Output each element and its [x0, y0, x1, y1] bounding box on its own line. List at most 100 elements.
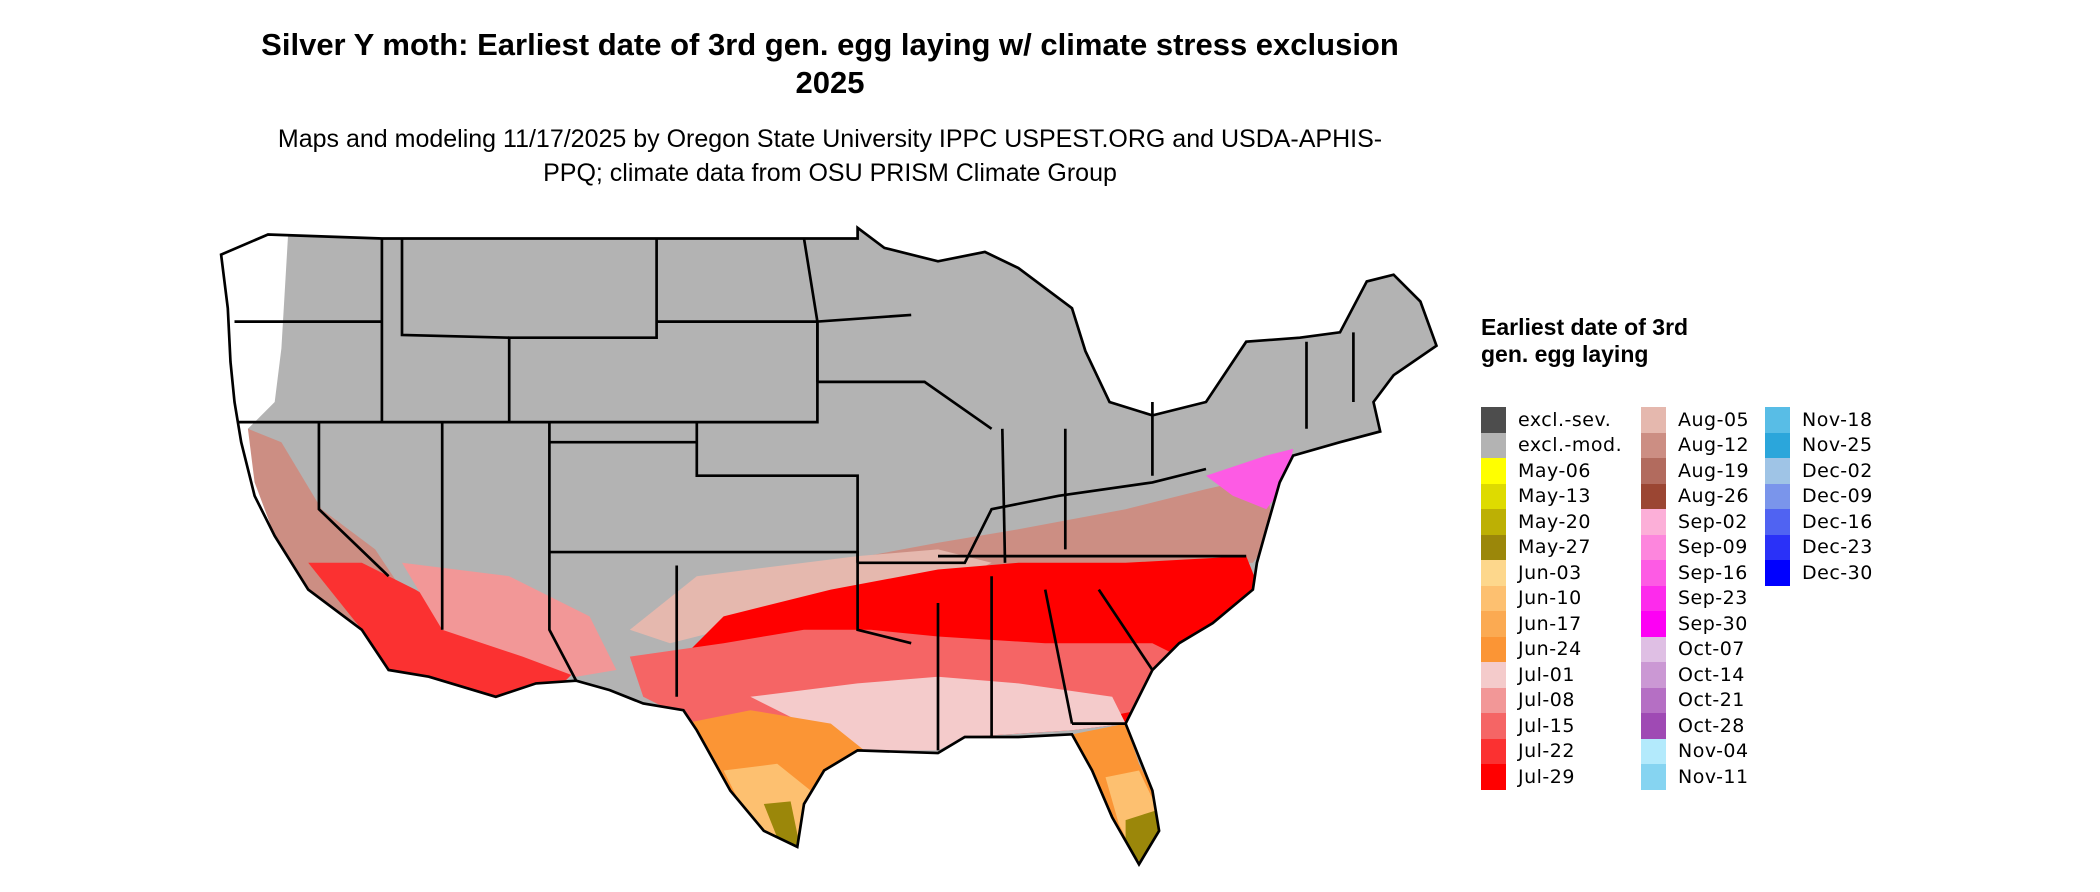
legend-label: Jun-03 [1518, 561, 1582, 584]
region-may-fl [1125, 810, 1160, 865]
legend-swatch [1481, 534, 1506, 560]
legend-label: Dec-09 [1802, 485, 1873, 508]
legend-item: Dec-30 [1765, 560, 1873, 586]
legend-item: Sep-23 [1641, 585, 1748, 611]
legend-label: May-20 [1518, 510, 1591, 533]
legend-label: Dec-23 [1802, 536, 1873, 559]
legend-swatch [1481, 764, 1506, 790]
legend-label: Jul-08 [1518, 689, 1575, 712]
legend-label: Jun-24 [1518, 638, 1582, 661]
legend-label: Jul-15 [1518, 714, 1575, 737]
legend-swatch [1641, 432, 1666, 458]
legend-swatch [1481, 407, 1506, 433]
legend-item: May-27 [1481, 534, 1591, 560]
legend-swatch [1765, 483, 1790, 509]
legend-item: May-06 [1481, 458, 1591, 484]
legend-item: Jul-15 [1481, 713, 1575, 739]
legend-swatch [1641, 560, 1666, 586]
legend-label: Aug-05 [1678, 408, 1750, 431]
legend-item: Aug-05 [1641, 407, 1749, 433]
legend-label: Oct-07 [1678, 638, 1745, 661]
map-subtitle: Maps and modeling 11/17/2025 by Oregon S… [277, 125, 1383, 187]
legend-item: Jul-29 [1481, 764, 1575, 790]
legend-swatch [1641, 738, 1666, 764]
region-pink-west [402, 562, 617, 677]
legend-swatch [1481, 636, 1506, 662]
legend-item: Jun-24 [1481, 636, 1582, 662]
legend-label: Jul-22 [1518, 740, 1575, 763]
legend-label: Jun-17 [1518, 612, 1582, 635]
legend-item: Nov-04 [1641, 738, 1749, 764]
legend-item: Nov-18 [1765, 407, 1873, 433]
legend-label: excl.-mod. [1518, 434, 1623, 457]
legend-swatch [1481, 687, 1506, 713]
legend-label: Nov-18 [1802, 408, 1873, 431]
legend-swatch [1641, 636, 1666, 662]
legend-label: Nov-25 [1802, 434, 1873, 457]
legend-item: excl.-sev. [1481, 407, 1611, 433]
legend-item: Jul-22 [1481, 738, 1575, 764]
legend-swatch [1765, 560, 1790, 586]
legend-item: Sep-30 [1641, 611, 1748, 637]
legend-swatch [1481, 611, 1506, 637]
legend-item: Sep-02 [1641, 509, 1748, 535]
region-may-tx [763, 801, 800, 847]
legend-item: Oct-07 [1641, 636, 1745, 662]
legend-label: Nov-11 [1678, 765, 1749, 788]
legend-item: Dec-23 [1765, 534, 1873, 560]
legend-label: May-06 [1518, 459, 1591, 482]
legend-swatch [1481, 585, 1506, 611]
legend-swatch [1641, 483, 1666, 509]
legend-item: Jun-10 [1481, 585, 1582, 611]
legend-swatch [1641, 407, 1666, 433]
legend-label: Oct-28 [1678, 714, 1745, 737]
legend-swatch [1641, 534, 1666, 560]
legend-item: Sep-16 [1641, 560, 1748, 586]
legend-item: Oct-21 [1641, 687, 1745, 713]
legend-item: Jul-08 [1481, 687, 1575, 713]
legend-swatch [1765, 509, 1790, 535]
legend-label: Dec-30 [1802, 561, 1873, 584]
legend-label: May-27 [1518, 536, 1591, 559]
legend-label: Sep-23 [1678, 587, 1748, 610]
legend-item: Jun-03 [1481, 560, 1582, 586]
map-title: Silver Y moth: Earliest date of 3rd gen.… [261, 27, 1399, 100]
legend-label: Sep-30 [1678, 612, 1748, 635]
legend-swatch [1641, 713, 1666, 739]
legend-item: Oct-28 [1641, 713, 1745, 739]
legend-swatch [1481, 483, 1506, 509]
legend-swatch [1641, 764, 1666, 790]
legend-item: May-20 [1481, 509, 1591, 535]
legend-swatch [1481, 713, 1506, 739]
legend-item: excl.-mod. [1481, 432, 1623, 458]
legend-swatch [1765, 534, 1790, 560]
legend-item: Oct-14 [1641, 662, 1745, 688]
legend-label: Aug-26 [1678, 485, 1750, 508]
legend-label: Nov-04 [1678, 740, 1749, 763]
legend-label: Sep-02 [1678, 510, 1748, 533]
legend-swatch [1481, 509, 1506, 535]
legend-swatch [1765, 407, 1790, 433]
legend-swatch [1481, 458, 1506, 484]
state-borders [219, 225, 1439, 867]
legend-swatch [1641, 662, 1666, 688]
legend-item: Nov-11 [1641, 764, 1749, 790]
legend-swatch [1765, 432, 1790, 458]
legend-item: Dec-09 [1765, 483, 1873, 509]
legend-item: Jul-01 [1481, 662, 1575, 688]
legend-label: Sep-09 [1678, 536, 1748, 559]
legend-label: Jul-29 [1518, 765, 1575, 788]
legend-label: Dec-02 [1802, 459, 1873, 482]
legend-label: Jun-10 [1518, 587, 1582, 610]
legend-swatch [1641, 585, 1666, 611]
legend-swatch [1481, 432, 1506, 458]
legend-swatch [1481, 662, 1506, 688]
legend-swatch [1481, 560, 1506, 586]
region-sep-midatlantic [1206, 448, 1294, 510]
legend-item: Dec-16 [1765, 509, 1873, 535]
legend-label: Aug-19 [1678, 459, 1750, 482]
legend-label: Oct-21 [1678, 689, 1745, 712]
legend-label: Oct-14 [1678, 663, 1745, 686]
legend-swatch [1641, 611, 1666, 637]
